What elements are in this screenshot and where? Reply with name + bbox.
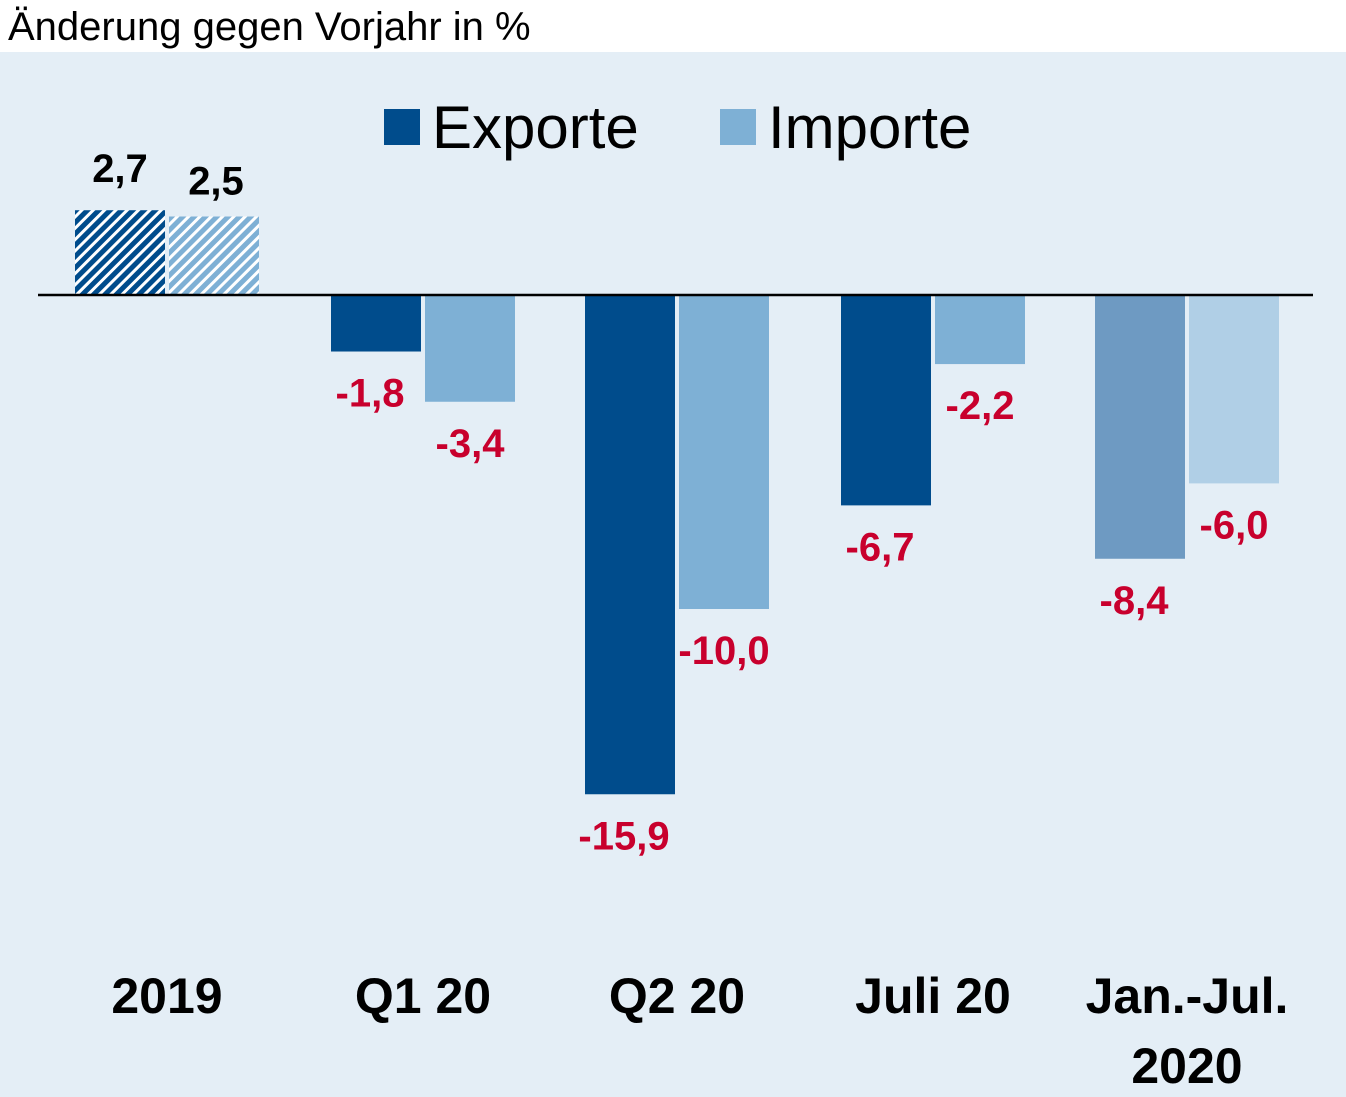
value-label-exporte-juli-20: -6,7 (846, 525, 915, 569)
value-label-importe-2019: 2,5 (188, 160, 244, 204)
category-label-jan-jul-2020: Jan.-Jul. 2020 (1086, 968, 1289, 1094)
category-label-2019: 2019 (111, 968, 222, 1024)
bar-importe-jan-jul-2020 (1189, 295, 1279, 484)
bar-exporte-q1-20 (331, 295, 421, 352)
legend-swatch-importe (720, 109, 756, 145)
value-label-exporte-q1-20: -1,8 (336, 372, 405, 416)
value-label-importe-jan-jul-2020: -6,0 (1200, 503, 1269, 547)
value-labels: 2,7 2,5 -1,8 -3,4 -15,9 -10,0 -6,7 -2,2 -8,4 -6,0 (92, 147, 1268, 858)
category-label-q2-20: Q2 20 (609, 968, 745, 1024)
value-label-exporte-jan-jul-2020: -8,4 (1100, 579, 1170, 623)
bar-exporte-juli-20 (841, 295, 931, 506)
legend-swatch-exporte (384, 109, 420, 145)
value-label-importe-juli-20: -2,2 (946, 384, 1015, 428)
bar-exporte-2019 (75, 210, 165, 295)
legend: Exporte Importe (384, 94, 971, 161)
bar-exporte-jan-jul-2020 (1095, 295, 1185, 559)
legend-label-exporte: Exporte (432, 94, 639, 161)
legend-label-importe: Importe (768, 94, 971, 161)
bar-importe-q1-20 (425, 295, 515, 402)
value-label-importe-q2-20: -10,0 (678, 629, 769, 673)
category-label-juli-20: Juli 20 (855, 968, 1011, 1024)
category-label-q1-20: Q1 20 (355, 968, 491, 1024)
category-labels: 2019 Q1 20 Q2 20 Juli 20 Jan.-Jul. 2020 (111, 968, 1288, 1094)
bar-importe-q2-20 (679, 295, 769, 609)
bar-exporte-q2-20 (585, 295, 675, 795)
bar-importe-2019 (169, 216, 259, 295)
value-label-exporte-q2-20: -15,9 (578, 814, 669, 858)
value-label-exporte-2019: 2,7 (92, 147, 148, 191)
bar-importe-juli-20 (935, 295, 1025, 365)
value-label-importe-q1-20: -3,4 (436, 422, 506, 466)
bars (75, 210, 1279, 795)
y-axis-label: Änderung gegen Vorjahr in % (8, 5, 531, 49)
